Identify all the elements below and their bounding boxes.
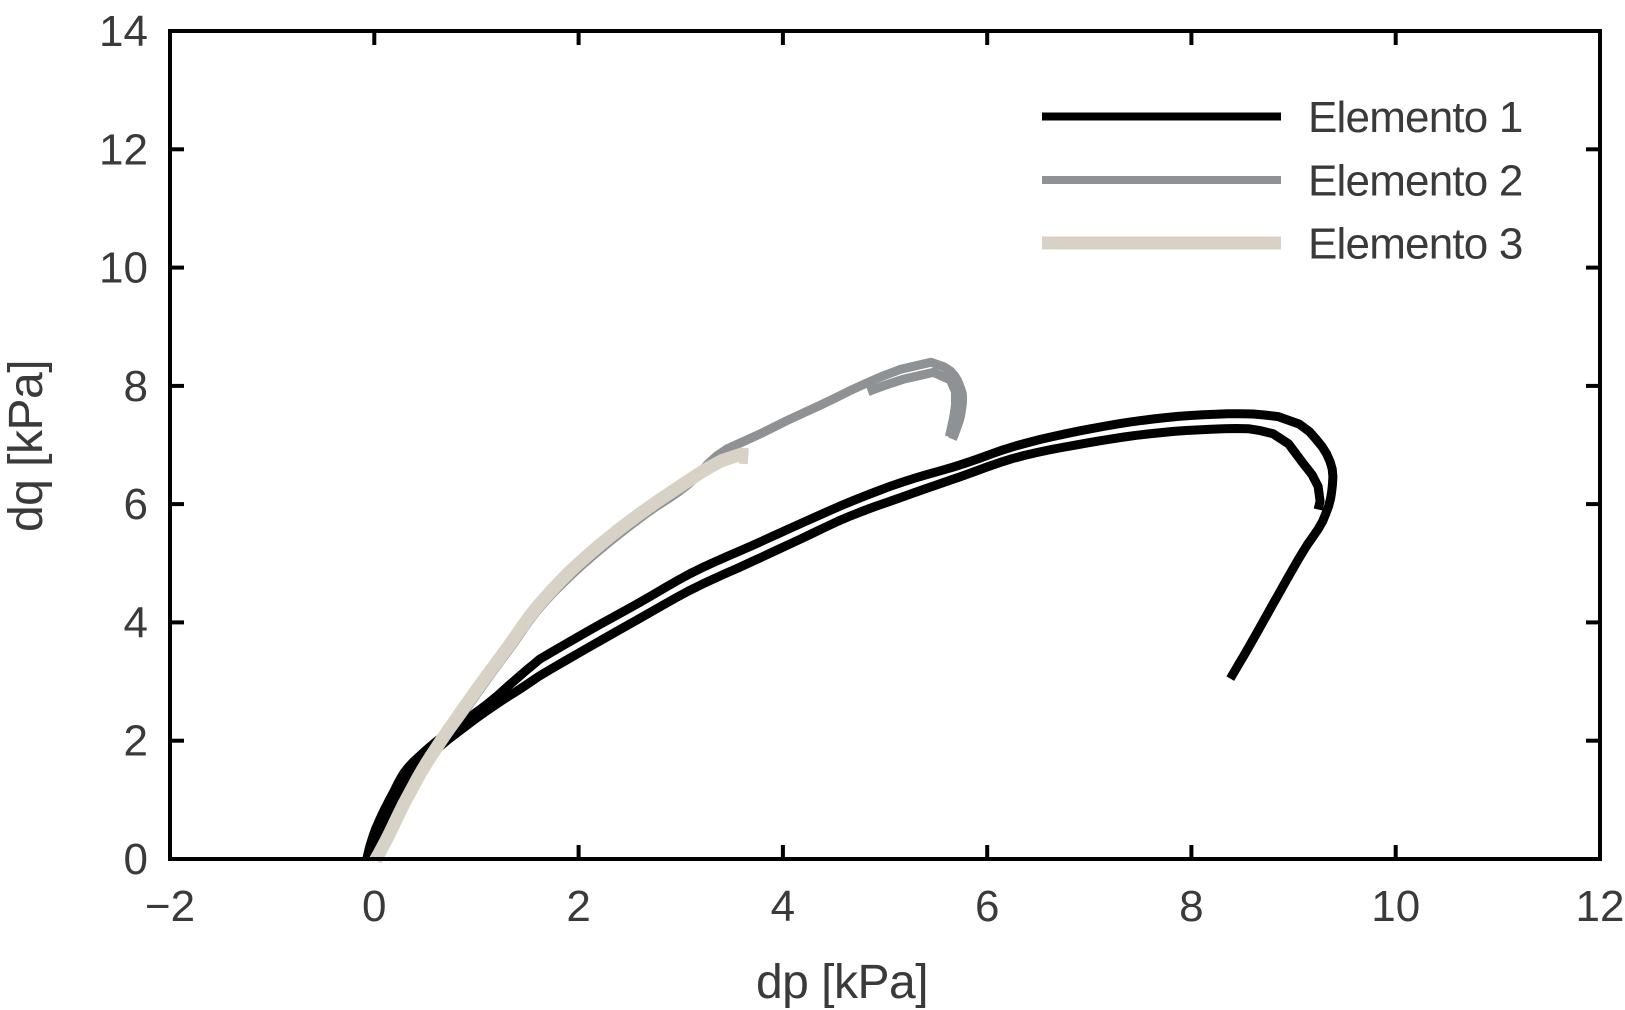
svg-text:12: 12	[99, 125, 148, 174]
svg-text:dp [kPa]: dp [kPa]	[756, 956, 928, 1009]
svg-text:0: 0	[362, 882, 386, 931]
svg-text:8: 8	[124, 362, 148, 411]
svg-text:8: 8	[1179, 882, 1203, 931]
svg-text:14: 14	[99, 7, 148, 56]
svg-text:2: 2	[124, 717, 148, 766]
svg-text:10: 10	[1371, 882, 1420, 931]
svg-text:4: 4	[124, 598, 148, 647]
svg-text:4: 4	[771, 882, 795, 931]
svg-text:6: 6	[975, 882, 999, 931]
svg-text:2: 2	[566, 882, 590, 931]
svg-text:Elemento 1: Elemento 1	[1308, 93, 1523, 142]
svg-text:12: 12	[1576, 882, 1625, 931]
svg-text:Elemento 3: Elemento 3	[1308, 220, 1523, 269]
svg-text:6: 6	[124, 480, 148, 529]
svg-text:Elemento 2: Elemento 2	[1308, 157, 1523, 206]
svg-text:0: 0	[124, 835, 148, 884]
svg-text:−2: −2	[145, 882, 195, 931]
svg-text:dq [kPa]: dq [kPa]	[0, 360, 53, 532]
svg-text:10: 10	[99, 244, 148, 293]
